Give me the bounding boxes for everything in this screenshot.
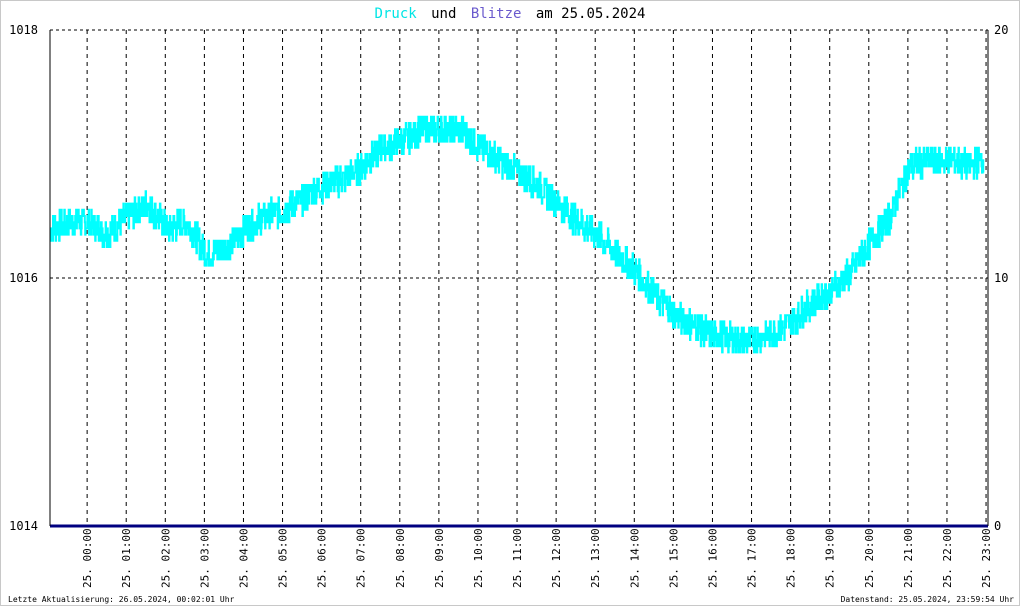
x-tick-label: 25. 12:00 [550, 528, 563, 588]
x-tick-label: 25. 13:00 [589, 528, 602, 588]
title-und: und [431, 6, 456, 22]
x-tick-label: 25. 07:00 [355, 528, 368, 588]
x-tick-label: 25. 08:00 [394, 528, 407, 588]
x-tick-label: 25. 01:00 [120, 528, 133, 588]
data-status-text: Datenstand: 25.05.2024, 23:59:54 Uhr [840, 595, 1014, 604]
x-tick-label: 25. 22:00 [941, 528, 954, 588]
title-date: am 25.05.2024 [536, 6, 646, 22]
y-right-tick-label: 10 [994, 271, 1008, 285]
x-tick-label: 25. 15:00 [667, 528, 680, 588]
x-tick-label: 25. 00:00 [81, 528, 94, 588]
x-tick-label: 25. 20:00 [863, 528, 876, 588]
x-tick-label: 25. 14:00 [628, 528, 641, 588]
x-tick-label: 25. 09:00 [433, 528, 446, 588]
x-tick-label: 25. 16:00 [706, 528, 719, 588]
x-tick-label: 25. 19:00 [824, 528, 837, 588]
title-blitze: Blitze [471, 6, 522, 22]
y-left-tick-label: 1016 [9, 271, 38, 285]
series-layer [49, 115, 988, 528]
x-tick-label: 25. 02:00 [159, 528, 172, 588]
x-tick-label: 25. 23:00 [980, 528, 993, 588]
y-right-tick-label: 0 [994, 519, 1001, 533]
x-tick-label: 25. 21:00 [902, 528, 915, 588]
chart-title: Druck und Blitze am 25.05.2024 [375, 6, 646, 22]
y-left-tick-label: 1018 [9, 23, 38, 37]
y-right-tick-label: 20 [994, 23, 1008, 37]
series-druck-line [49, 115, 985, 354]
x-tick-label: 25. 04:00 [237, 528, 250, 588]
tick-labels: 1018 1016 1014 20 10 0 25. 00:00 25. 01:00 25. 0… [9, 23, 1008, 588]
x-tick-label: 25. 10:00 [472, 528, 485, 588]
x-tick-label: 25. 11:00 [511, 528, 524, 588]
x-tick-label: 25. 03:00 [198, 528, 211, 588]
last-update-text: Letzte Aktualisierung: 26.05.2024, 00:02… [8, 595, 235, 604]
x-tick-label: 25. 17:00 [746, 528, 759, 588]
x-tick-label: 25. 05:00 [277, 528, 290, 588]
x-tick-label: 25. 06:00 [316, 528, 329, 588]
title-druck: Druck [375, 6, 418, 22]
x-tick-label: 25. 18:00 [785, 528, 798, 588]
axes [49, 29, 989, 526]
y-left-tick-label: 1014 [9, 519, 38, 533]
